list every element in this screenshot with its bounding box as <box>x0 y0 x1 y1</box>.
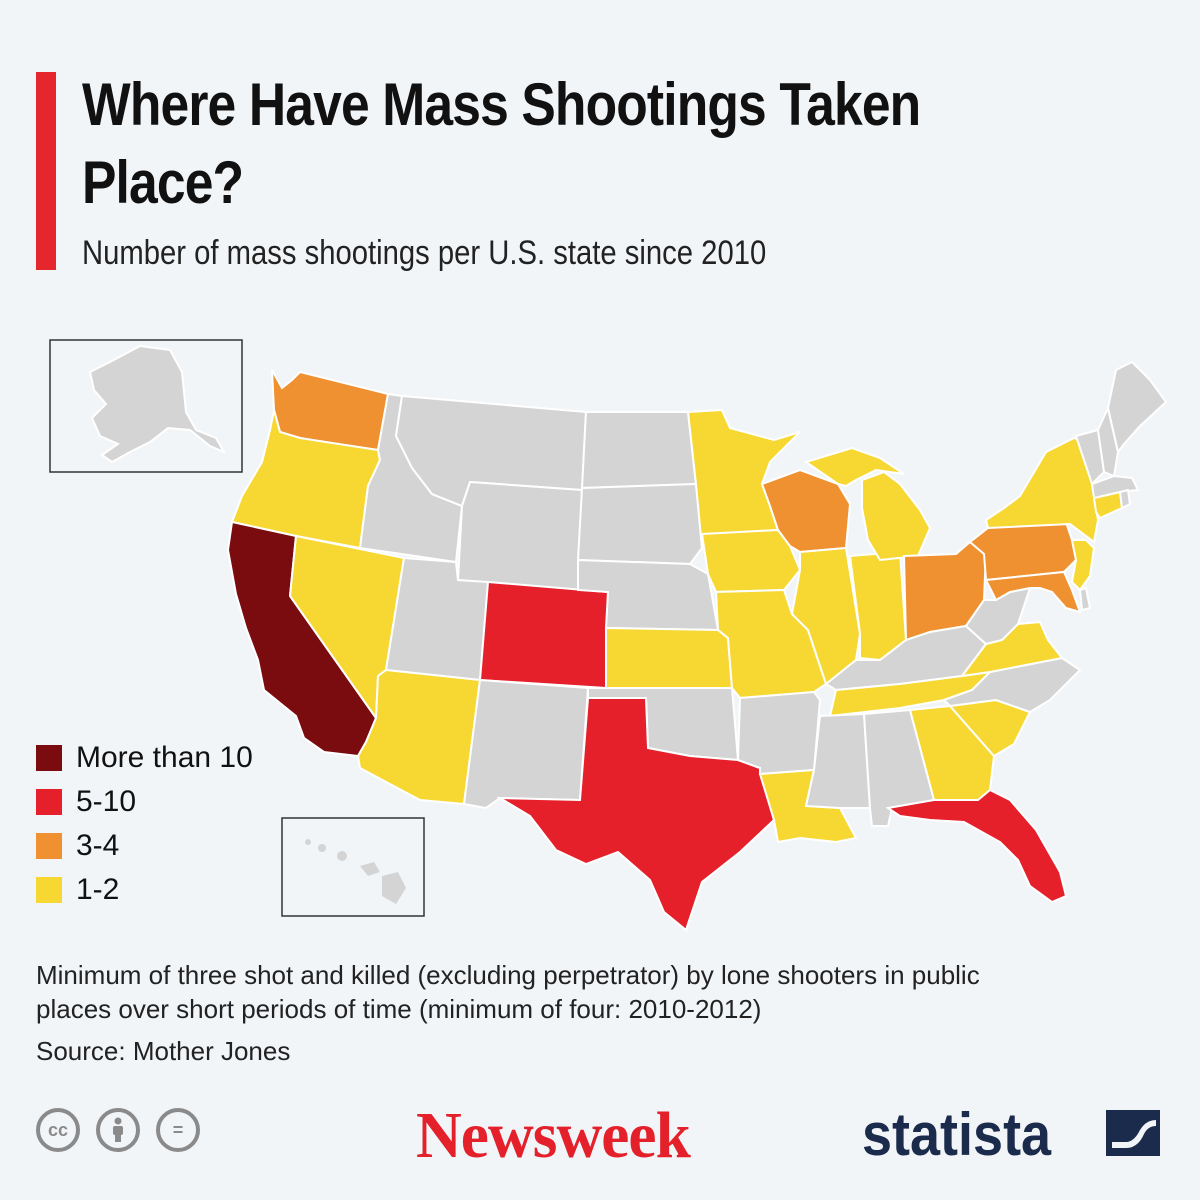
statista-logo-text[interactable]: statista <box>862 1101 1052 1168</box>
newsweek-logo[interactable]: Newsweek <box>416 1099 691 1172</box>
state-NC <box>942 656 1082 714</box>
state-SD <box>576 482 704 566</box>
state-RI <box>1118 488 1132 510</box>
state-IL <box>790 546 862 686</box>
state-AK <box>88 344 227 464</box>
hawaii-inset-frame <box>281 817 425 917</box>
state-NM <box>462 678 590 810</box>
legend-item-more-than-10: More than 10 <box>36 736 253 780</box>
cc-icon-text: cc <box>47 1119 69 1140</box>
state-ND <box>580 411 698 490</box>
statista-logo-icon[interactable] <box>1104 1108 1162 1158</box>
nd-icon-text: = <box>172 1119 184 1140</box>
state-DE <box>1078 586 1092 612</box>
legend-item-3-4: 3-4 <box>36 824 253 868</box>
accent-bar <box>36 72 56 270</box>
attribution-icon[interactable] <box>96 1108 140 1152</box>
state-NH <box>1096 404 1120 478</box>
state-NJ <box>1070 539 1096 592</box>
legend-swatch <box>36 789 62 815</box>
legend-label: 3-4 <box>76 829 120 862</box>
legend-swatch <box>36 745 62 771</box>
state-ME <box>1106 360 1168 455</box>
state-KS <box>605 626 734 689</box>
legend-item-5-10: 5-10 <box>36 780 253 824</box>
state-MI <box>803 446 932 562</box>
state-HI <box>305 839 406 904</box>
legend-item-1-2: 1-2 <box>36 868 253 912</box>
footnote: Minimum of three shot and killed (exclud… <box>36 960 980 1024</box>
legend-swatch <box>36 833 62 859</box>
source-note: Source: Mother Jones <box>36 1036 291 1066</box>
state-CO <box>478 580 610 690</box>
license-icons: cc = <box>36 1108 200 1152</box>
no-derivatives-icon[interactable]: = <box>156 1108 200 1152</box>
state-MO <box>714 588 828 700</box>
legend: More than 10 5-10 3-4 1-2 <box>36 736 253 912</box>
state-AR <box>736 690 822 776</box>
legend-label: More than 10 <box>76 741 253 774</box>
state-FL <box>885 788 1068 904</box>
chart-title: Where Have Mass Shootings Taken Place? <box>82 71 921 216</box>
state-WY <box>456 480 584 592</box>
cc-icon[interactable]: cc <box>36 1108 80 1152</box>
state-MA <box>1090 474 1140 500</box>
person-glyph <box>113 1117 123 1142</box>
chart-subtitle: Number of mass shootings per U.S. state … <box>82 234 767 272</box>
legend-swatch <box>36 877 62 903</box>
legend-label: 1-2 <box>76 873 120 906</box>
state-PA <box>968 520 1078 582</box>
state-TX <box>496 697 776 932</box>
legend-label: 5-10 <box>76 785 137 818</box>
state-MD <box>984 570 1082 614</box>
